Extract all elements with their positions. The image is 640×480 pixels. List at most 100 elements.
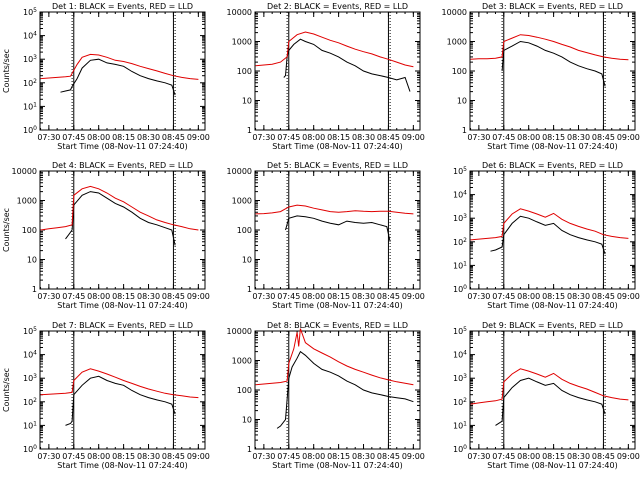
y-tick-label: 101 <box>23 101 37 111</box>
x-tick-label: 08:15 <box>112 292 135 301</box>
y-tick-label: 100 <box>452 67 467 76</box>
chart-title: Det 6: BLACK = Events, RED = LLD <box>482 161 623 170</box>
y-axis-label: Counts/sec <box>2 368 11 412</box>
x-tick-label: 09:00 <box>617 292 640 301</box>
x-tick-label: 08:30 <box>567 452 590 461</box>
chart-title: Det 1: BLACK = Events, RED = LLD <box>52 2 193 11</box>
x-tick-label: 09:00 <box>187 292 210 301</box>
x-tick-label: 08:00 <box>302 452 325 461</box>
x-axis-label: Start Time (08-Nov-11 07:24:40) <box>57 142 187 151</box>
y-tick-label: 105 <box>23 7 37 17</box>
y-axis-label: Counts/sec <box>2 208 11 252</box>
x-tick-label: 08:30 <box>137 292 160 301</box>
y-tick-label: 103 <box>23 54 37 64</box>
y-tick-label: 104 <box>23 350 37 360</box>
x-tick-label: 08:45 <box>592 292 615 301</box>
x-tick-label: 08:45 <box>162 452 185 461</box>
x-tick-label: 07:45 <box>492 452 515 461</box>
y-tick-label: 100 <box>453 444 467 454</box>
x-tick-label: 08:45 <box>377 452 400 461</box>
x-tick-label: 08:45 <box>592 452 615 461</box>
x-tick-label: 08:15 <box>327 133 350 142</box>
y-tick-label: 104 <box>23 31 37 41</box>
x-tick-label: 08:45 <box>162 292 185 301</box>
x-axis-label: Start Time (08-Nov-11 07:24:40) <box>57 461 187 470</box>
x-tick-label: 08:00 <box>302 292 325 301</box>
events-series-line <box>495 377 606 426</box>
plot-frame <box>39 330 206 450</box>
lld-series-line <box>255 328 414 386</box>
y-tick-label: 10000 <box>442 8 467 17</box>
x-tick-label: 08:00 <box>87 292 110 301</box>
events-series-line <box>283 38 411 92</box>
chart-title: Det 5: BLACK = Events, RED = LLD <box>267 161 408 170</box>
x-tick-label: 07:30 <box>37 452 60 461</box>
x-tick-label: 09:00 <box>402 133 425 142</box>
x-tick-label: 07:30 <box>467 452 490 461</box>
x-tick-label: 09:00 <box>617 133 640 142</box>
x-tick-label: 09:00 <box>617 452 640 461</box>
lld-series-line <box>470 34 629 61</box>
chart-panel-2: Det 2: BLACK = Events, RED = LLD 1 10 100 10… <box>227 2 425 151</box>
y-tick-label: 10000 <box>227 167 252 176</box>
x-tick-label: 08:15 <box>112 133 135 142</box>
y-tick-label: 103 <box>453 213 467 223</box>
x-tick-label: 08:30 <box>567 133 590 142</box>
chart-title: Det 3: BLACK = Events, RED = LLD <box>482 2 623 11</box>
lld-series-line <box>40 53 199 80</box>
y-tick-label: 100 <box>237 226 252 235</box>
y-tick-label: 10 <box>242 416 252 425</box>
y-tick-label: 102 <box>453 397 467 407</box>
x-tick-label: 09:00 <box>402 452 425 461</box>
x-tick-label: 07:30 <box>252 452 275 461</box>
y-tick-label: 10000 <box>227 327 252 336</box>
x-tick-label: 08:30 <box>137 452 160 461</box>
lld-series-line <box>470 208 629 241</box>
x-tick-label: 08:30 <box>567 292 590 301</box>
x-axis-label: Start Time (08-Nov-11 07:24:40) <box>272 301 402 310</box>
x-tick-label: 07:45 <box>277 292 300 301</box>
lld-series-line <box>40 185 199 231</box>
x-tick-label: 08:45 <box>592 133 615 142</box>
x-tick-label: 08:00 <box>87 133 110 142</box>
events-series-line <box>285 215 391 242</box>
x-tick-label: 08:15 <box>112 452 135 461</box>
y-tick-label: 10 <box>242 256 252 265</box>
lld-series-line <box>40 368 199 399</box>
y-tick-label: 1 <box>32 285 37 294</box>
chart-panel-3: Det 3: BLACK = Events, RED = LLD 1 10 100 10… <box>442 2 640 151</box>
x-tick-label: 08:30 <box>352 133 375 142</box>
x-tick-label: 07:45 <box>62 133 85 142</box>
x-tick-label: 07:45 <box>62 452 85 461</box>
x-tick-label: 08:15 <box>542 292 565 301</box>
y-tick-label: 101 <box>453 260 467 270</box>
x-tick-label: 07:30 <box>37 133 60 142</box>
y-tick-label: 103 <box>23 373 37 383</box>
x-tick-label: 09:00 <box>187 133 210 142</box>
y-tick-label: 100 <box>23 125 37 135</box>
y-tick-label: 105 <box>23 326 37 336</box>
chart-panel-4: Det 4: BLACK = Events, RED = LLD 1 10 100 10… <box>2 161 210 310</box>
chart-panel-8: Det 8: BLACK = Events, RED = LLD 1 10 100 10… <box>227 321 425 470</box>
events-series-line <box>65 191 176 246</box>
chart-panel-7: Det 7: BLACK = Events, RED = LLD 100 101 10… <box>2 321 210 470</box>
x-tick-label: 08:00 <box>517 133 540 142</box>
plot-frame <box>254 330 421 450</box>
x-tick-label: 09:00 <box>402 292 425 301</box>
x-axis-label: Start Time (08-Nov-11 07:24:40) <box>272 461 402 470</box>
x-tick-label: 08:15 <box>542 133 565 142</box>
x-tick-label: 07:30 <box>467 292 490 301</box>
chart-panel-1: Det 1: BLACK = Events, RED = LLD 100 101 10… <box>2 2 210 151</box>
x-tick-label: 07:45 <box>62 292 85 301</box>
y-tick-label: 10000 <box>227 8 252 17</box>
events-series-line <box>490 215 606 255</box>
events-series-line <box>276 350 414 429</box>
plot-frame <box>469 11 636 131</box>
x-axis-label: Start Time (08-Nov-11 07:24:40) <box>487 461 617 470</box>
y-tick-label: 1000 <box>447 38 467 47</box>
y-tick-label: 101 <box>23 420 37 430</box>
chart-title: Det 9: BLACK = Events, RED = LLD <box>482 321 623 330</box>
y-tick-label: 1000 <box>232 38 252 47</box>
lld-series-line <box>255 31 414 68</box>
